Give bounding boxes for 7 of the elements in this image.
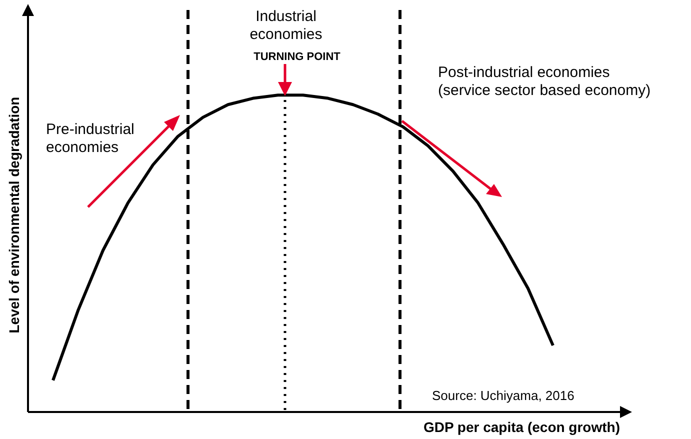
annotation: Post-industrial economies (service sector based economy) (438, 64, 652, 100)
text: TURNING POINT (232, 51, 362, 64)
text: Industrial economies (248, 8, 324, 44)
y-axis-title: Level of environmental degradation (5, 96, 23, 336)
annotation: Pre-industrial economies (46, 121, 136, 157)
x-axis-title: GDP per capita (econ growth) (422, 419, 620, 436)
annotation: Source: Uchiyama, 2016 (432, 388, 576, 404)
